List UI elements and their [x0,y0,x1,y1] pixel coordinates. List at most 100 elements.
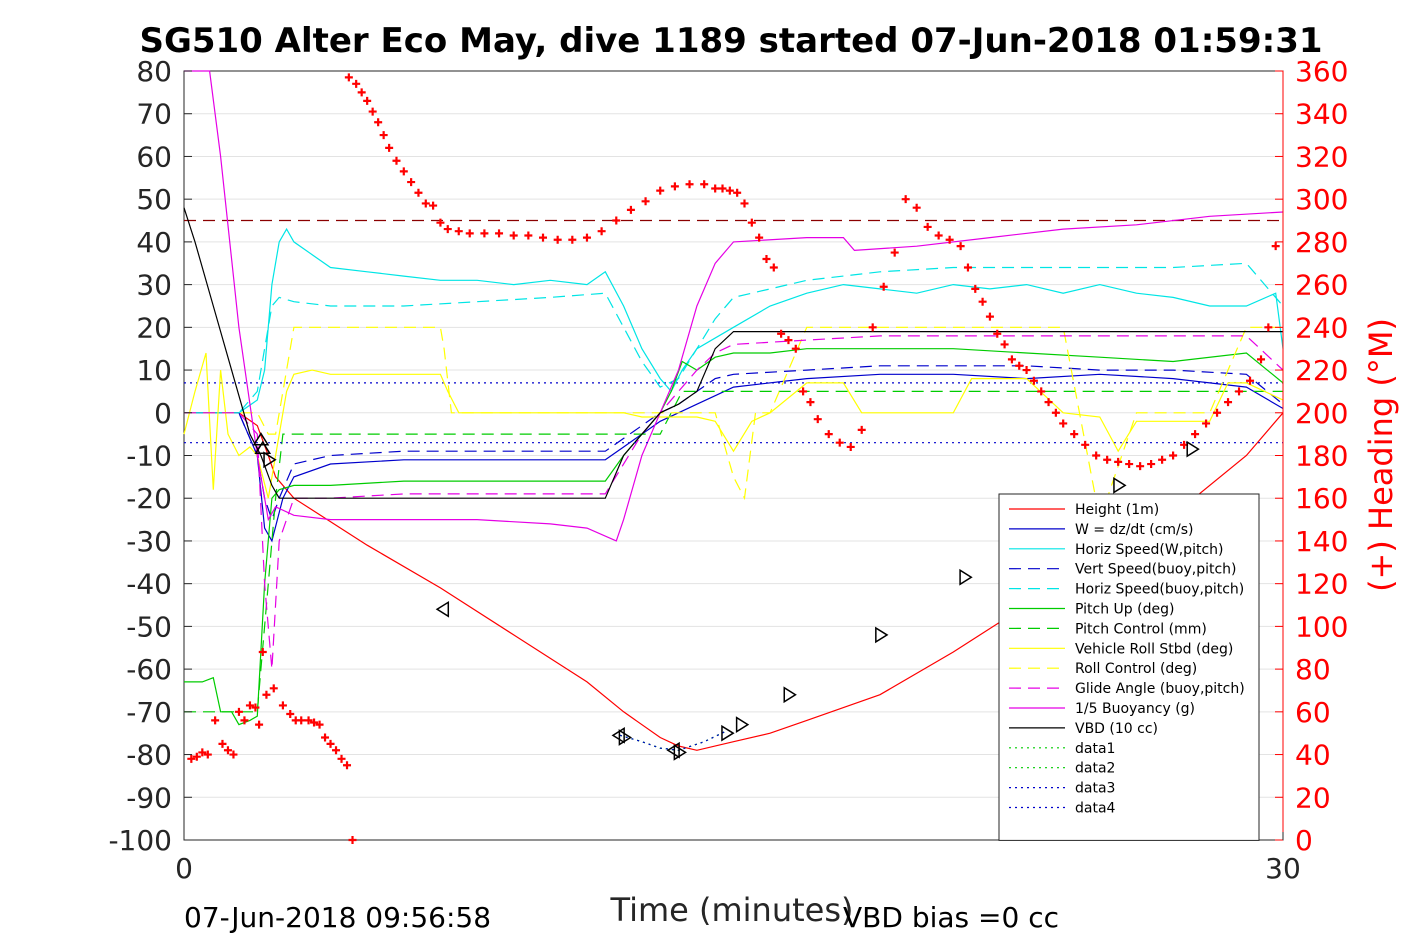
heading-point [626,205,635,214]
triangle-marker [263,451,277,469]
x-axis-ticks: 0 30 [175,832,1301,885]
heading-point [399,167,408,176]
heading-point [923,222,932,231]
heading-point [414,188,423,197]
heading-point [685,180,694,189]
right-tick-label: 180 [1295,440,1348,473]
heading-point [326,739,335,748]
heading-point [357,88,366,97]
heading-point [769,263,778,272]
legend-label: VBD (10 cc) [1075,721,1158,737]
left-tick-label: -10 [126,440,172,473]
heading-point [641,197,650,206]
heading-point [245,701,254,710]
heading-point [582,233,591,242]
series-line-9 [184,335,1284,670]
heading-point [1224,398,1233,407]
right-tick-label: 160 [1295,482,1348,515]
triangle-marker [254,440,272,455]
heading-point [1114,457,1123,466]
left-tick-label: -100 [108,824,172,857]
x-tick-label: 0 [175,852,193,885]
right-tick-label: 240 [1295,311,1348,344]
left-tick-label: 80 [136,55,172,88]
left-tick-label: -40 [126,568,172,601]
heading-point [337,754,346,763]
heading-point [258,648,267,657]
heading-point [187,754,196,763]
right-tick-label: 0 [1295,824,1313,857]
triangle-marker [666,741,680,759]
legend-label: Pitch Control (mm) [1075,621,1207,637]
heading-point [344,73,353,82]
triangle-marker [435,600,450,618]
heading-point [1213,408,1222,417]
heading-point [251,703,260,712]
heading-point [1037,387,1046,396]
heading-point [465,229,474,238]
left-tick-label: 70 [136,98,172,131]
triangle-marker [783,686,797,704]
heading-point [912,203,921,212]
heading-point [568,235,577,244]
triangle-marker [1186,440,1200,458]
heading-point [846,442,855,451]
heading-point [278,701,287,710]
heading-point [740,199,749,208]
legend-label: data1 [1075,741,1115,757]
heading-point [1271,242,1280,251]
heading-point [436,218,445,227]
legend-label: Height (1m) [1075,502,1159,518]
heading-point [806,398,815,407]
left-tick-label: -90 [126,781,172,814]
right-tick-label: 260 [1295,269,1348,302]
heading-point [1059,419,1068,428]
series-line-4 [184,262,1284,414]
heading-point [211,716,220,725]
heading-point [1000,340,1009,349]
heading-point [1136,462,1145,471]
heading-point [321,733,330,742]
triangle-marker [618,729,633,746]
heading-point [310,718,319,727]
heading-point [1191,430,1200,439]
heading-point [363,96,372,105]
heading-point [784,336,793,345]
heading-point [234,707,243,716]
left-tick-label: -70 [126,696,172,729]
heading-point [255,720,264,729]
heading-point [443,225,452,234]
heading-point [269,684,278,693]
heading-point [835,438,844,447]
legend-label: data3 [1075,781,1115,797]
left-tick-label: 60 [136,140,172,173]
start-timestamp: 07-Jun-2018 09:56:58 [184,901,491,934]
heading-point [553,235,562,244]
heading-point [777,329,786,338]
right-tick-label: 340 [1295,98,1348,131]
heading-point [733,188,742,197]
heading-point [857,425,866,434]
heading-point [229,750,238,759]
heading-point [755,233,764,242]
left-tick-label: -30 [126,525,172,558]
heading-point [1158,455,1167,464]
heading-point [711,184,720,193]
right-tick-label: 20 [1295,781,1331,814]
legend-box [998,493,1260,841]
right-tick-label: 300 [1295,183,1348,216]
right-axis-label: (+) Heading (°M) [1362,318,1400,592]
heading-point [747,218,756,227]
legend-label: Roll Control (deg) [1075,661,1197,677]
vbd-bias-label: VBD bias =0 cc [843,901,1059,934]
left-tick-label: -60 [126,653,172,686]
right-axis-ticks: 3603403203002802602402202001801601401201… [1275,55,1348,857]
heading-point [985,312,994,321]
heading-point [480,229,489,238]
left-tick-label: -50 [126,610,172,643]
heading-point [374,118,383,127]
triangle-marker [1113,477,1127,494]
heading-point [379,131,388,140]
right-tick-label: 360 [1295,55,1348,88]
heading-point [1125,460,1134,469]
